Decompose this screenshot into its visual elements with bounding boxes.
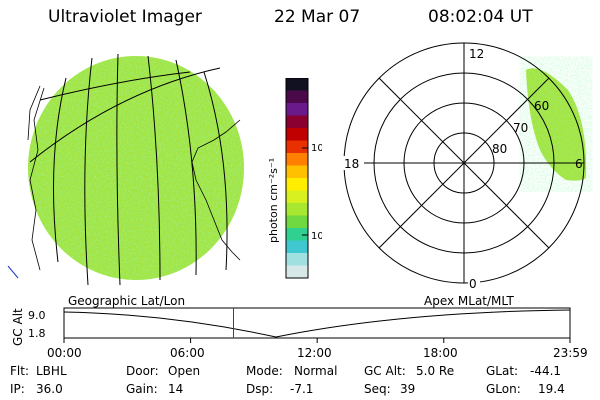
time-axis-ticks (63, 338, 571, 343)
altitude-curve (63, 309, 571, 338)
ip-label: IP: (10, 382, 25, 396)
colorbar-cell (286, 203, 308, 216)
time-tick-1200: 12:00 (297, 346, 332, 360)
instrument-title: Ultraviolet Imager (48, 7, 202, 27)
ip-value: 36.0 (36, 382, 63, 396)
mlt-label-6: 6 (575, 157, 583, 171)
colorbar-cell (286, 178, 308, 191)
flt-value: LBHL (36, 364, 67, 378)
colorbar-unit-label: photon cm⁻²s⁻¹ (267, 158, 280, 243)
longitude-grid (53, 53, 228, 286)
colorbar-cell (286, 140, 308, 154)
dsp-value: -7.1 (290, 382, 314, 396)
geographic-image (7, 53, 244, 286)
time-tick-0000: 00:00 (47, 346, 82, 360)
colorbar-cell (286, 240, 308, 254)
gain-value: 14 (168, 382, 184, 396)
door-value: Open (168, 364, 201, 378)
colorbar-cell (286, 190, 308, 204)
colorbar-cell (286, 90, 308, 104)
time-label: 08:02:04 UT (428, 7, 533, 27)
colorbar-cell (286, 78, 308, 91)
colorbar-cell (286, 253, 308, 266)
coastline (27, 85, 241, 271)
time-tick-1800: 18:00 (423, 346, 458, 360)
date-label: 22 Mar 07 (274, 7, 361, 27)
gc-alt-label: GC Alt: (364, 364, 406, 378)
altitude-axis-title: GC Alt (11, 308, 25, 346)
mlat-label-70: 70 (513, 121, 528, 135)
mode-value: Normal (294, 364, 338, 378)
coastline-fragment (7, 265, 19, 279)
gain-label: Gain: (126, 382, 158, 396)
colorbar-cell (286, 265, 308, 279)
colorbar-cell (286, 153, 308, 166)
seq-value: 39 (400, 382, 416, 396)
mlt-label-18: 18 (344, 157, 359, 171)
altitude-timeline: GC Alt 9.0 1.8 (11, 307, 571, 346)
colorbar: 100 10 photon cm⁻²s⁻¹ (267, 78, 322, 279)
glat-label: GLat: (486, 364, 519, 378)
colorbar-cell (286, 103, 308, 116)
mlt-label-12: 12 (469, 47, 484, 61)
mlt-label-0: 0 (469, 277, 477, 290)
colorbar-cell (286, 128, 308, 141)
colorbar-tick-10: 10 (311, 231, 322, 242)
colorbar-cell (286, 215, 308, 229)
polar-grid (343, 42, 585, 284)
colorbar-cell (286, 165, 308, 179)
colorbar-cell (286, 115, 308, 129)
altitude-tick-9: 9.0 (28, 309, 46, 322)
glon-label: GLon: (486, 382, 521, 396)
colorbar-tick-100: 100 (311, 143, 322, 154)
gc-alt-value: 5.0 Re (416, 364, 455, 378)
mode-label: Mode: (246, 364, 283, 378)
apex-section-title: Apex MLat/MLT (424, 294, 514, 308)
colorbar-cells (286, 78, 308, 279)
polar-plot: 12 18 0 6 60 70 80 (342, 42, 587, 290)
glat-value: -44.1 (530, 364, 562, 378)
door-label: Door: (126, 364, 159, 378)
mlat-label-60: 60 (534, 99, 549, 113)
flt-label: Flt: (10, 364, 29, 378)
geographic-section-title: Geographic Lat/Lon (68, 294, 186, 308)
glon-value: 19.4 (538, 382, 565, 396)
colorbar-cell (286, 228, 308, 241)
latitude-grid (29, 67, 221, 163)
dsp-label: Dsp: (246, 382, 274, 396)
altitude-tick-1-8: 1.8 (28, 327, 46, 340)
time-tick-0600: 06:00 (170, 346, 205, 360)
mlat-label-80: 80 (492, 142, 507, 156)
seq-label: Seq: (364, 382, 391, 396)
time-tick-2359: 23:59 (553, 346, 588, 360)
